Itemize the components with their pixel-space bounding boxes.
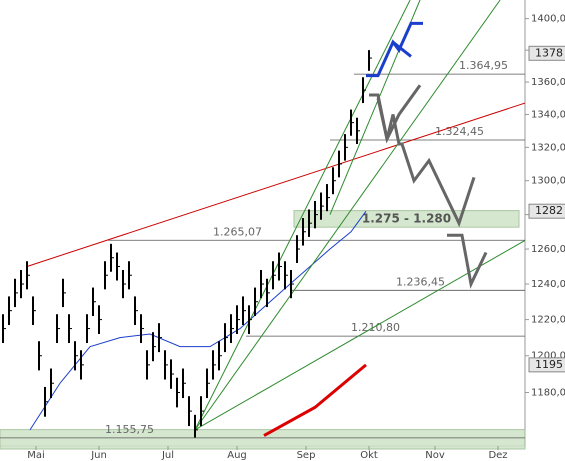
level-label: 1.236,45 [396, 275, 445, 288]
y-tick-label: 1320,0 [531, 142, 565, 153]
price-tag [528, 45, 565, 61]
price-tag [528, 357, 565, 373]
y-tick-label: 1360,0 [531, 77, 565, 88]
x-tick-label: Nov [425, 450, 445, 461]
level-label: 1.324,45 [435, 125, 484, 138]
zone [0, 429, 526, 450]
line [26, 102, 526, 267]
price-tag-label: 1378 [535, 46, 563, 59]
level-label: 1.210,80 [351, 321, 400, 334]
line [263, 363, 367, 437]
x-tick-label: Dez [488, 450, 507, 461]
line [392, 41, 412, 58]
x-tick-label: Jun [90, 450, 107, 461]
line [194, 0, 411, 431]
price-tag-label: 1282 [535, 204, 563, 217]
y-tick-label: 1240,0 [531, 279, 565, 290]
price-tag [528, 203, 565, 219]
line [376, 84, 422, 144]
y-tick-label: 1260,0 [531, 244, 565, 255]
y-tick-label: 1220,0 [531, 315, 565, 326]
line [447, 233, 488, 289]
y-tick-label: 1180,0 [531, 387, 565, 398]
x-tick-label: Jul [161, 450, 174, 461]
zone-label: 1.275 - 1.280 [362, 211, 451, 225]
level-label: 1.265,07 [213, 225, 262, 238]
y-tick-label: 1300,0 [531, 176, 565, 187]
level-label: 1.155,75 [105, 423, 154, 436]
line [29, 210, 367, 431]
x-tick-label: Mai [27, 450, 45, 461]
price-tag-label: 1195 [535, 358, 563, 371]
x-tick-label: Aug [227, 450, 247, 461]
line [194, 0, 501, 431]
level-label: 1.364,95 [459, 59, 508, 72]
y-tick-label: 1200,0 [531, 351, 565, 362]
x-tick-label: Okt [360, 450, 378, 461]
y-tick-label: 1340,0 [531, 109, 565, 120]
y-tick-label: 1400,0 [531, 14, 565, 25]
x-tick-label: Sep [297, 450, 316, 461]
